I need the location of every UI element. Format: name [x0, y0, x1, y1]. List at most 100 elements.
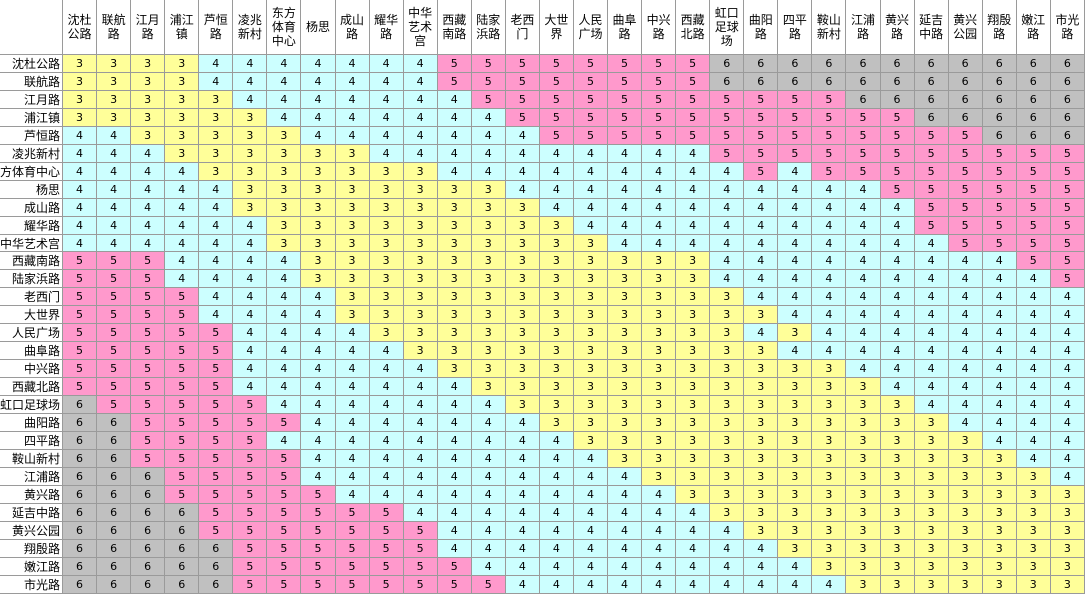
fare-cell: 6	[97, 521, 132, 540]
fare-cell: 4	[539, 162, 574, 181]
fare-cell: 3	[1050, 539, 1085, 558]
fare-cell: 5	[471, 90, 506, 109]
fare-cell: 4	[335, 72, 370, 91]
fare-cell: 4	[369, 90, 404, 109]
fare-cell: 4	[710, 575, 745, 594]
fare-cell: 4	[437, 108, 472, 127]
fare-cell: 5	[608, 126, 643, 145]
fare-cell: 5	[437, 575, 472, 594]
fare-cell: 4	[642, 180, 677, 199]
fare-cell: 4	[778, 198, 813, 217]
fare-cell: 3	[267, 144, 302, 163]
fare-cell: 5	[642, 55, 677, 73]
fare-cell: 4	[1016, 449, 1051, 468]
fare-cell: 3	[982, 449, 1017, 468]
fare-cell: 3	[1016, 557, 1051, 576]
fare-cell: 4	[403, 432, 438, 450]
fare-cell: 5	[982, 144, 1017, 163]
fare-cell: 5	[97, 306, 132, 325]
fare-cell: 3	[914, 539, 949, 558]
fare-cell: 3	[505, 234, 540, 253]
fare-cell: 3	[812, 360, 847, 379]
fare-cell: 3	[471, 378, 506, 397]
fare-cell: 3	[710, 432, 745, 450]
fare-cell: 4	[778, 252, 813, 271]
fare-cell: 5	[199, 324, 234, 343]
row-header: 西藏南路	[0, 252, 63, 271]
fare-cell: 3	[880, 575, 915, 594]
fare-cell: 5	[1016, 198, 1051, 217]
fare-cell: 6	[131, 467, 166, 486]
fare-cell: 4	[539, 521, 574, 540]
fare-cell: 4	[403, 126, 438, 145]
fare-cell: 4	[369, 449, 404, 468]
fare-cell: 3	[1016, 467, 1051, 486]
fare-cell: 3	[437, 270, 472, 289]
column-header: 联航路	[97, 0, 132, 55]
fare-cell: 4	[846, 288, 881, 307]
fare-cell: 4	[165, 162, 200, 181]
fare-cell: 3	[335, 234, 370, 253]
fare-cell: 4	[335, 55, 370, 73]
fare-cell: 4	[710, 198, 745, 217]
fare-cell: 3	[199, 126, 234, 145]
fare-cell: 3	[165, 144, 200, 163]
fare-cell: 3	[812, 378, 847, 397]
fare-cell: 3	[846, 467, 881, 486]
fare-cell: 4	[437, 432, 472, 450]
fare-cell: 3	[676, 485, 711, 504]
fare-cell: 4	[369, 360, 404, 379]
fare-cell: 3	[1016, 503, 1051, 522]
fare-cell: 4	[1050, 378, 1085, 397]
fare-cell: 4	[778, 557, 813, 576]
fare-cell: 5	[199, 521, 234, 540]
fare-cell: 4	[369, 414, 404, 433]
column-header: 西藏北路	[676, 0, 711, 55]
fare-cell: 5	[914, 126, 949, 145]
fare-cell: 3	[812, 467, 847, 486]
fare-cell: 3	[914, 449, 949, 468]
fare-cell: 5	[131, 396, 166, 415]
fare-cell: 3	[505, 252, 540, 271]
fare-cell: 4	[608, 539, 643, 558]
fare-cell: 4	[267, 55, 302, 73]
fare-cell: 6	[97, 503, 132, 522]
fare-cell: 4	[267, 108, 302, 127]
fare-cell: 5	[1050, 162, 1085, 181]
fare-cell: 4	[301, 55, 336, 73]
fare-cell: 4	[948, 288, 983, 307]
fare-cell: 4	[437, 485, 472, 504]
fare-cell: 3	[880, 449, 915, 468]
fare-cell: 5	[267, 449, 302, 468]
row-header: 市光路	[0, 575, 63, 594]
fare-cell: 5	[982, 216, 1017, 235]
fare-cell: 5	[165, 432, 200, 450]
fare-cell: 4	[948, 270, 983, 289]
fare-cell: 3	[778, 414, 813, 433]
fare-cell: 3	[505, 288, 540, 307]
fare-cell: 3	[573, 414, 608, 433]
fare-cell: 4	[505, 180, 540, 199]
fare-cell: 5	[437, 55, 472, 73]
fare-cell: 5	[267, 467, 302, 486]
fare-cell: 5	[131, 414, 166, 433]
row-header: 曲阳路	[0, 414, 63, 433]
fare-cell: 5	[403, 557, 438, 576]
fare-cell: 3	[710, 414, 745, 433]
fare-cell: 4	[1016, 288, 1051, 307]
fare-cell: 4	[880, 216, 915, 235]
fare-cell: 5	[608, 90, 643, 109]
fare-cell: 4	[437, 126, 472, 145]
fare-cell: 4	[710, 270, 745, 289]
fare-cell: 5	[1016, 180, 1051, 199]
fare-cell: 3	[948, 557, 983, 576]
fare-cell: 4	[573, 503, 608, 522]
fare-cell: 3	[573, 432, 608, 450]
fare-cell: 5	[199, 485, 234, 504]
fare-cell: 3	[369, 162, 404, 181]
fare-cell: 4	[63, 234, 98, 253]
column-header: 浦江镇	[165, 0, 200, 55]
fare-cell: 4	[471, 126, 506, 145]
fare-cell: 3	[642, 306, 677, 325]
fare-cell: 3	[437, 234, 472, 253]
